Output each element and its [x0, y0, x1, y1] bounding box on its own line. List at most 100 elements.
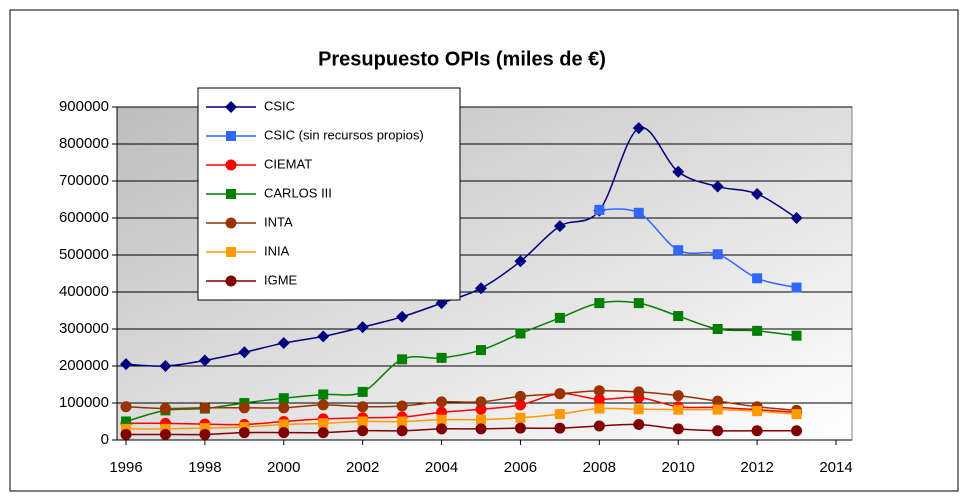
marker: [673, 404, 684, 415]
marker: [436, 414, 447, 425]
marker: [712, 324, 723, 334]
marker: [672, 390, 684, 402]
marker: [633, 207, 644, 218]
marker: [159, 360, 172, 372]
marker: [593, 420, 605, 432]
marker: [199, 423, 210, 434]
marker: [791, 282, 802, 293]
legend-label: INTA: [264, 214, 293, 229]
marker: [238, 402, 250, 414]
marker: [225, 275, 237, 287]
y-tick-label: 900000: [59, 98, 109, 115]
marker: [752, 406, 763, 417]
marker: [159, 428, 171, 440]
marker: [277, 337, 290, 350]
marker: [225, 101, 237, 113]
marker: [633, 298, 644, 309]
marker: [278, 427, 290, 439]
marker: [121, 416, 131, 427]
marker: [120, 428, 132, 440]
marker: [317, 330, 330, 343]
marker: [397, 416, 408, 427]
marker: [198, 354, 211, 367]
marker: [515, 412, 526, 423]
x-tick-label: 1996: [109, 459, 142, 476]
y-tick-label: 200000: [59, 357, 109, 374]
chart-title: Presupuesto OPIs (miles de €): [318, 48, 606, 70]
legend-label: CIEMAT: [264, 156, 312, 171]
y-tick-label: 400000: [59, 283, 109, 300]
marker: [593, 393, 605, 405]
marker: [751, 187, 764, 200]
marker: [514, 399, 526, 411]
marker: [318, 389, 329, 400]
x-tick-label: 2010: [662, 459, 695, 476]
legend-label: IGME: [264, 272, 298, 287]
marker: [199, 402, 211, 414]
marker: [159, 403, 171, 415]
marker: [397, 354, 408, 365]
marker: [752, 273, 763, 284]
series-group: [121, 403, 802, 434]
marker: [317, 399, 329, 411]
marker: [357, 386, 368, 397]
marker: [752, 325, 763, 336]
marker: [791, 425, 803, 437]
marker: [226, 131, 236, 141]
marker: [199, 428, 211, 440]
marker: [514, 255, 527, 268]
x-tick-label: 2000: [267, 459, 300, 476]
marker: [278, 393, 289, 404]
x-tick-label: 2006: [504, 459, 537, 476]
marker: [712, 425, 724, 437]
marker: [475, 396, 487, 408]
marker: [712, 404, 723, 415]
x-tick-label: 2004: [425, 459, 458, 476]
marker: [225, 217, 237, 229]
y-tick-label: 300000: [59, 320, 109, 337]
marker: [594, 204, 605, 215]
marker: [594, 403, 605, 414]
marker: [238, 346, 251, 359]
marker: [225, 159, 237, 171]
marker: [226, 189, 236, 199]
marker: [160, 423, 171, 434]
marker: [238, 427, 250, 439]
marker: [673, 311, 684, 322]
marker: [396, 310, 409, 323]
marker: [278, 402, 290, 414]
marker: [121, 423, 131, 434]
marker: [751, 425, 763, 437]
series-group: [594, 204, 802, 293]
marker: [317, 427, 329, 439]
marker: [554, 409, 565, 420]
marker: [673, 245, 684, 256]
series-group: [120, 418, 803, 440]
marker: [476, 414, 486, 425]
marker: [790, 212, 803, 224]
marker: [278, 419, 289, 430]
marker: [357, 401, 369, 413]
marker: [356, 321, 369, 334]
marker: [436, 352, 447, 363]
marker: [475, 423, 487, 435]
series: [120, 122, 803, 440]
y-tick-label: 800000: [59, 135, 109, 152]
marker: [357, 425, 369, 437]
marker: [633, 386, 645, 398]
marker: [515, 328, 526, 339]
x-tick-label: 2014: [819, 459, 852, 476]
marker: [514, 390, 526, 402]
marker: [357, 416, 368, 427]
x-tick-label: 2012: [740, 459, 773, 476]
legend: CSIC CSIC (sin recursos propios) CIEMAT CAR…: [197, 87, 461, 301]
y-tick-label: 700000: [59, 172, 109, 189]
x-tick-label: 1998: [188, 459, 221, 476]
marker: [554, 388, 566, 400]
marker: [791, 330, 802, 341]
marker: [791, 409, 802, 420]
marker: [712, 395, 724, 407]
legend-label: INIA: [264, 243, 290, 258]
marker: [554, 312, 565, 323]
